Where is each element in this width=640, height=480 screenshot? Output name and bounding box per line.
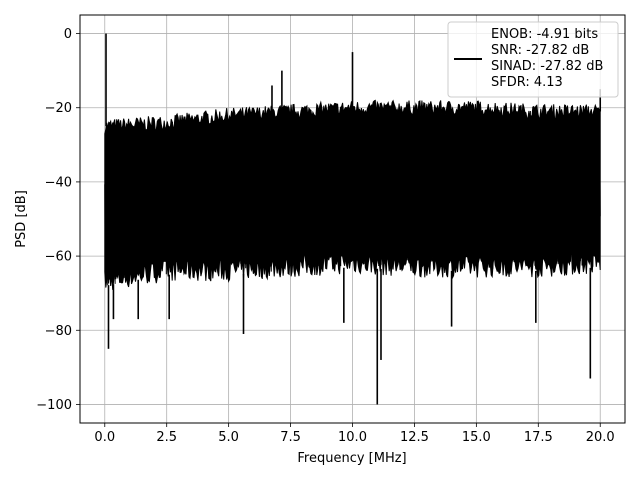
noise-floor-trace — [104, 108, 601, 286]
y-tick-label: −80 — [45, 324, 72, 339]
x-tick-label: 17.5 — [524, 430, 553, 445]
x-tick-label: 12.5 — [400, 430, 429, 445]
legend-entry-sfdr: SFDR: 4.13 — [491, 75, 563, 90]
tick-layer: 0.0 2.5 5.0 7.5 10.0 12.5 15.0 17.5 20.0 0 −20 −40 −… — [36, 27, 614, 445]
x-tick-label: 15.0 — [462, 430, 491, 445]
x-tick-label: 0.0 — [94, 430, 115, 445]
x-tick-label: 10.0 — [338, 430, 367, 445]
y-axis-label: PSD [dB] — [14, 190, 29, 248]
x-tick-label: 20.0 — [586, 430, 615, 445]
y-tick-label: −20 — [45, 101, 72, 116]
legend-entry-snr: SNR: -27.82 dB — [491, 43, 589, 58]
x-axis-label: Frequency [MHz] — [297, 451, 406, 466]
y-tick-label: −100 — [36, 398, 72, 413]
x-tick-label: 5.0 — [218, 430, 239, 445]
data-layer — [104, 33, 602, 405]
legend-entry-sinad: SINAD: -27.82 dB — [491, 59, 603, 74]
legend: ENOB: -4.91 bits SNR: -27.82 dB SINAD: -… — [447, 21, 619, 98]
y-tick-label: −60 — [45, 250, 72, 265]
legend-entry-enob: ENOB: -4.91 bits — [491, 27, 598, 42]
y-tick-label: −40 — [45, 175, 72, 190]
legend-box — [447, 21, 619, 98]
x-tick-label: 7.5 — [280, 430, 301, 445]
x-tick-label: 2.5 — [156, 430, 177, 445]
y-tick-label: 0 — [64, 27, 72, 42]
